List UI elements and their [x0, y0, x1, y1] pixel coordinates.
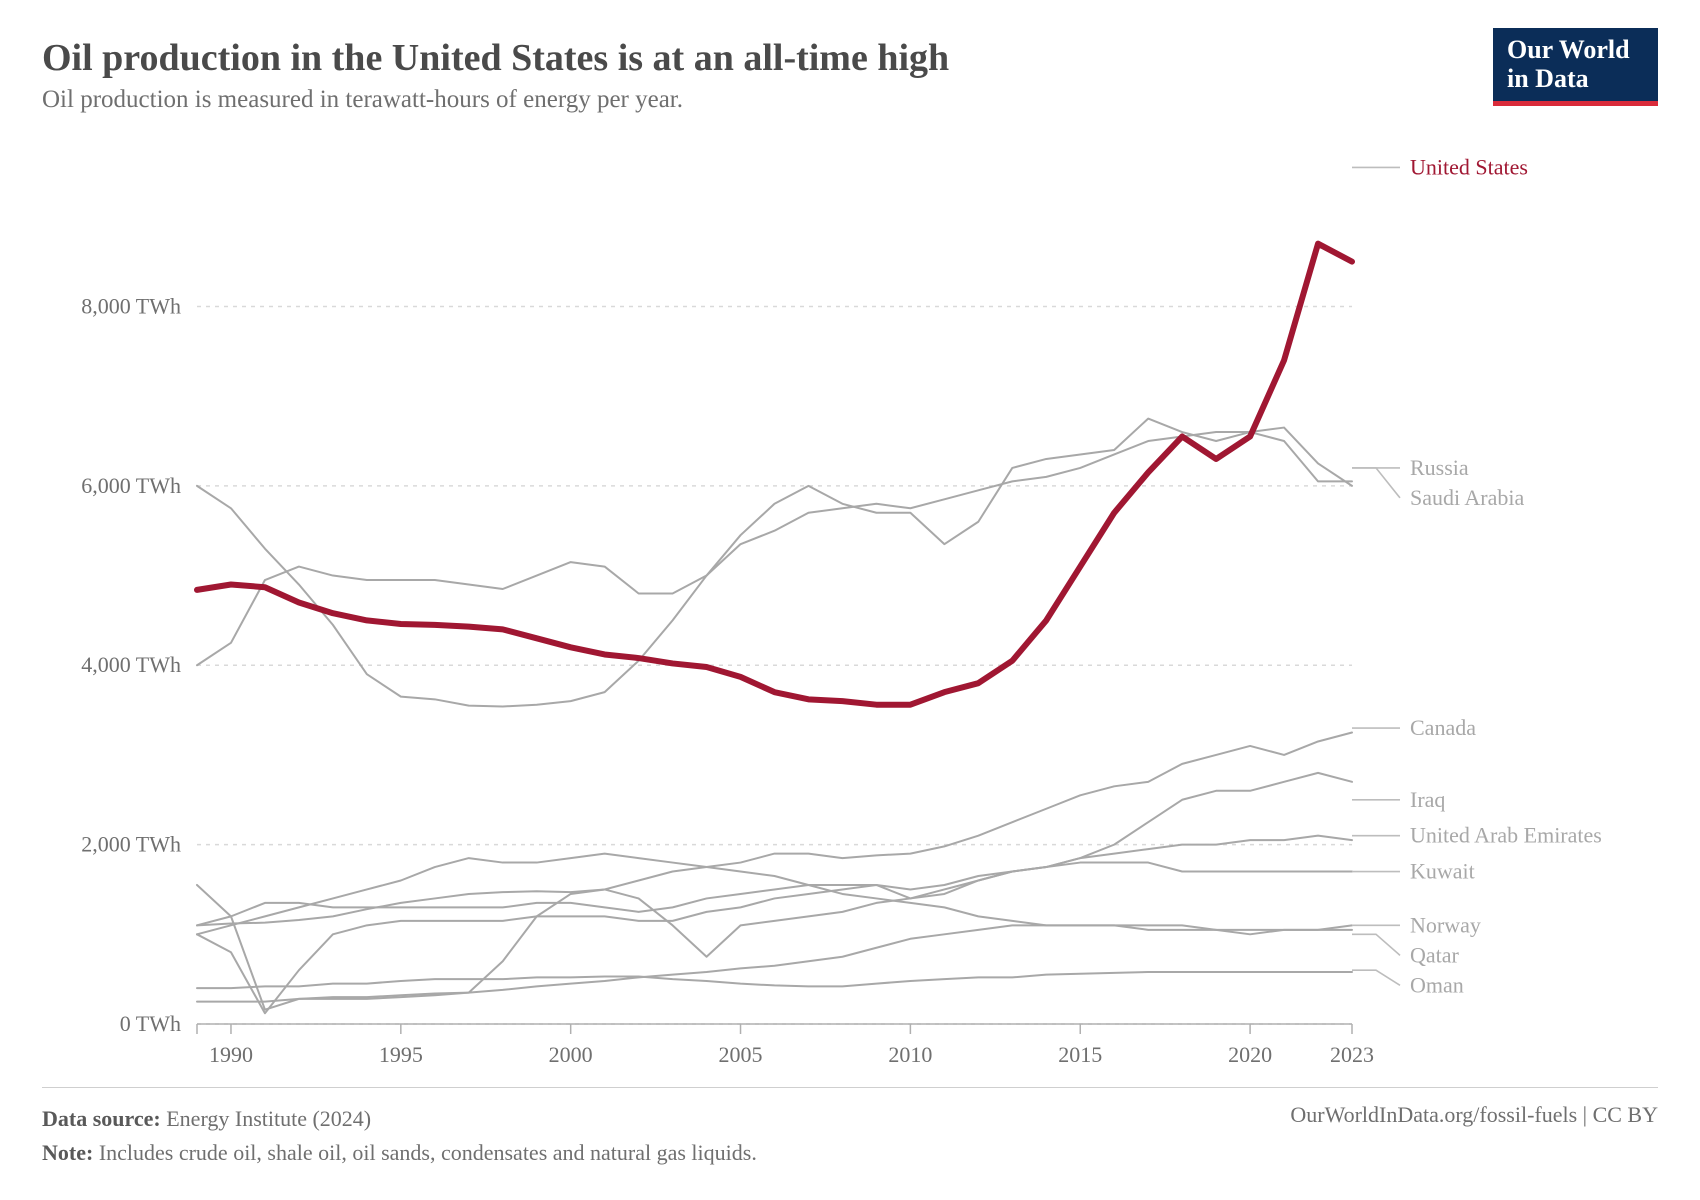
- footer-note-value: Includes crude oil, shale oil, oil sands…: [99, 1140, 757, 1165]
- line-chart-svg: 0 TWh 2,000 TWh 4,000 TWh 6,000 TWh 8,000 TW…: [42, 124, 1658, 1084]
- svg-text:2023: 2023: [1330, 1042, 1374, 1067]
- svg-text:2010: 2010: [888, 1042, 932, 1067]
- footer-note-label: Note:: [42, 1140, 93, 1165]
- chart-footer: Data source: Energy Institute (2024) Not…: [42, 1087, 1658, 1170]
- svg-text:2005: 2005: [719, 1042, 763, 1067]
- svg-text:1995: 1995: [379, 1042, 423, 1067]
- footer-left: Data source: Energy Institute (2024) Not…: [42, 1102, 757, 1170]
- svg-text:United States: United States: [1410, 154, 1528, 179]
- svg-text:6,000 TWh: 6,000 TWh: [81, 473, 181, 498]
- svg-text:Canada: Canada: [1410, 715, 1476, 740]
- svg-text:United Arab Emirates: United Arab Emirates: [1410, 823, 1602, 848]
- logo-line2: in Data: [1507, 65, 1658, 94]
- chart-subtitle: Oil production is measured in terawatt-h…: [42, 86, 1658, 114]
- svg-text:0 TWh: 0 TWh: [120, 1011, 181, 1036]
- svg-text:1990: 1990: [209, 1042, 253, 1067]
- chart-title: Oil production in the United States is a…: [42, 36, 1658, 80]
- svg-text:8,000 TWh: 8,000 TWh: [81, 293, 181, 318]
- footer-source: Data source: Energy Institute (2024): [42, 1102, 757, 1136]
- footer-credit: OurWorldInData.org/fossil-fuels | CC BY: [1290, 1102, 1658, 1128]
- owid-logo: Our World in Data: [1493, 28, 1658, 106]
- footer-note: Note: Includes crude oil, shale oil, oil…: [42, 1136, 757, 1170]
- svg-text:Oman: Oman: [1410, 972, 1464, 997]
- svg-text:2020: 2020: [1228, 1042, 1272, 1067]
- svg-text:Kuwait: Kuwait: [1410, 859, 1475, 884]
- chart-container: Our World in Data Oil production in the …: [0, 0, 1700, 1200]
- svg-text:2,000 TWh: 2,000 TWh: [81, 832, 181, 857]
- svg-text:4,000 TWh: 4,000 TWh: [81, 652, 181, 677]
- svg-text:Iraq: Iraq: [1410, 787, 1445, 812]
- svg-text:Russia: Russia: [1410, 455, 1469, 480]
- footer-source-label: Data source:: [42, 1106, 161, 1131]
- footer-source-value: Energy Institute (2024): [166, 1106, 371, 1131]
- svg-text:Qatar: Qatar: [1410, 942, 1460, 967]
- svg-text:2015: 2015: [1058, 1042, 1102, 1067]
- logo-line1: Our World: [1507, 36, 1658, 65]
- chart-area: 0 TWh 2,000 TWh 4,000 TWh 6,000 TWh 8,000 TW…: [42, 124, 1658, 1084]
- svg-text:Saudi Arabia: Saudi Arabia: [1410, 485, 1524, 510]
- svg-text:Norway: Norway: [1410, 912, 1481, 937]
- svg-text:2000: 2000: [549, 1042, 593, 1067]
